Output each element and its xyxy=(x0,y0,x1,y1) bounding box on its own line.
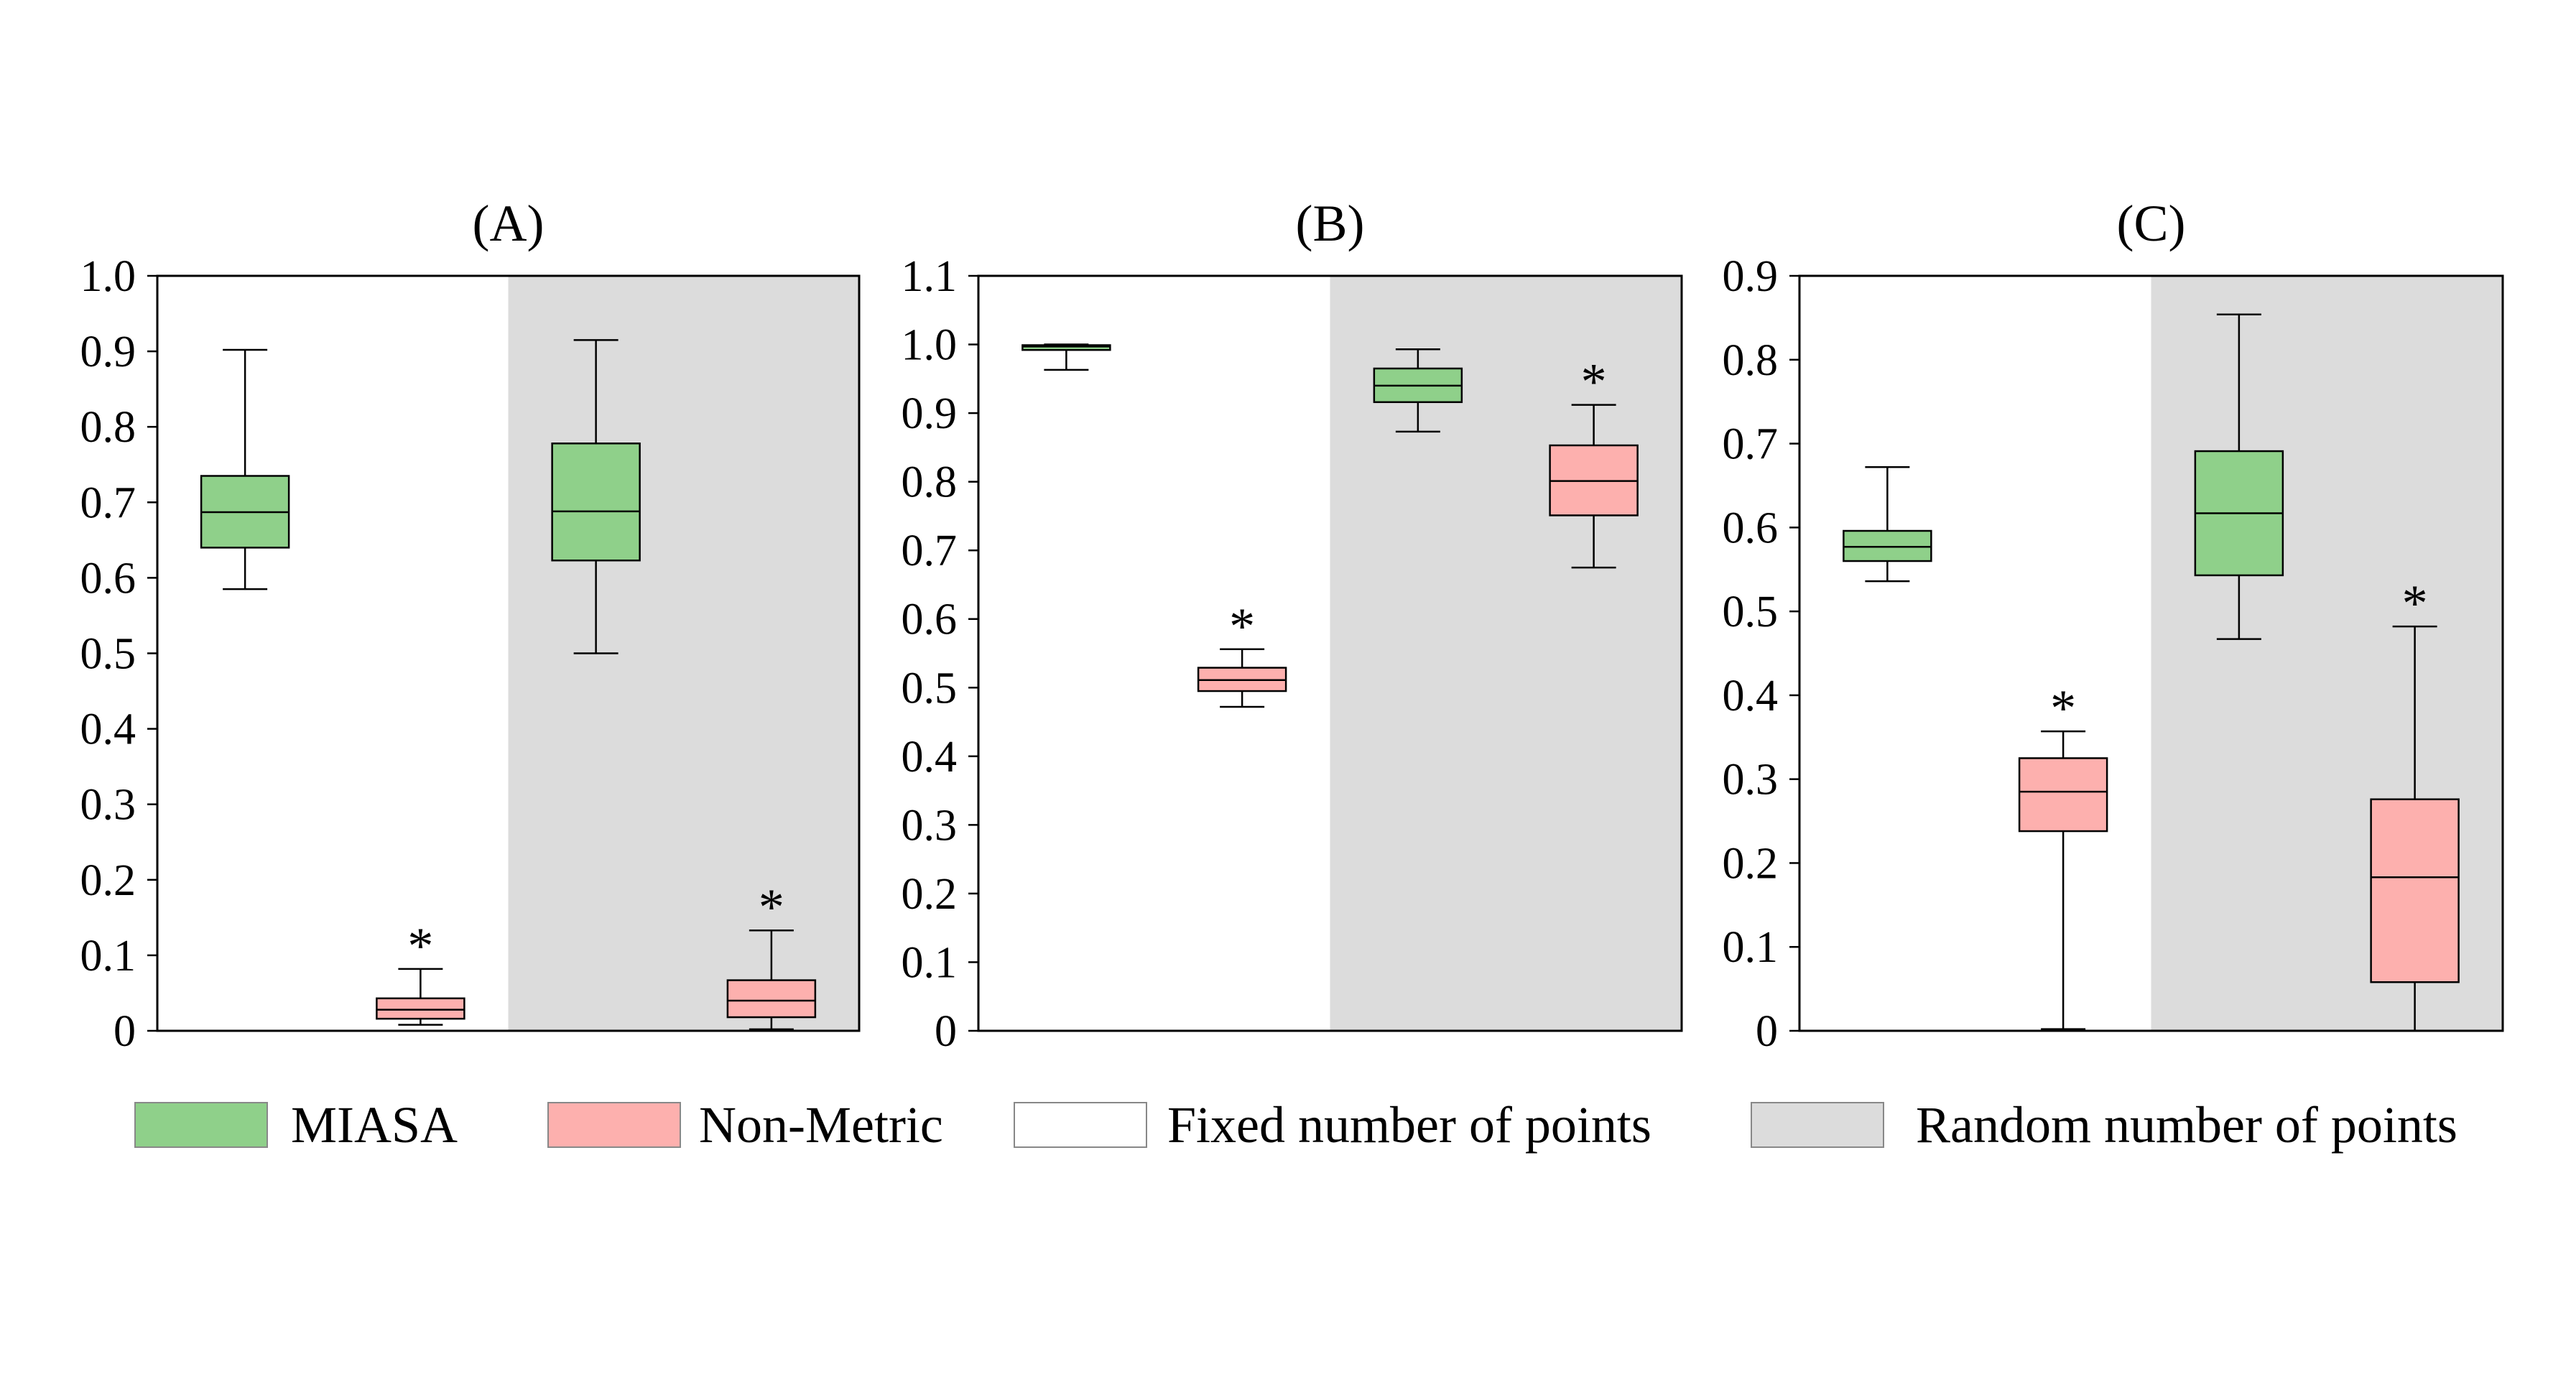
y-tick-label: 0.7 xyxy=(80,478,136,527)
legend-swatch xyxy=(134,1102,268,1148)
iqr-box xyxy=(1021,344,1111,351)
significance-star: * xyxy=(1581,353,1607,411)
legend-label: Random number of points xyxy=(1916,1096,2457,1154)
y-tick-label: 0.2 xyxy=(902,870,958,919)
y-tick-label: 0.4 xyxy=(1723,672,1779,720)
y-tick-label: 0.8 xyxy=(902,458,958,507)
legend-item: Non-Metric xyxy=(547,1096,943,1154)
y-tick-label: 0.3 xyxy=(902,801,958,850)
y-tick-label: 0.6 xyxy=(80,554,136,603)
legend: MIASA Non-Metric Fixed number of points Ran… xyxy=(134,1096,2457,1154)
y-tick-label: 0.9 xyxy=(1723,252,1779,301)
box-miasa xyxy=(1373,348,1463,433)
legend-swatch xyxy=(1751,1102,1884,1148)
box-non-metric: * xyxy=(1549,353,1639,569)
significance-star: * xyxy=(1229,598,1255,655)
panel-b: (B) 0 0.1 0.2 0.3 0.4 0.5 0.6 0.7 0.8 0.9 1.0 1.1 * * xyxy=(902,195,1683,1056)
panels-group: (A) 0 0.1 0.2 0.3 0.4 0.5 0.6 0.7 0.8 0.9 1.0 * * (B) 0… xyxy=(80,195,2504,1056)
iqr-box xyxy=(2018,757,2108,833)
box-non-metric: * xyxy=(2018,680,2108,1030)
y-tick-label: 0.6 xyxy=(902,595,958,644)
y-tick-label: 0.8 xyxy=(1723,336,1779,385)
y-tick-label: 0.1 xyxy=(1723,923,1779,972)
plot-frame xyxy=(977,274,1683,1032)
box-non-metric: * xyxy=(376,917,465,1026)
y-tick-label: 0 xyxy=(1756,1007,1778,1056)
panel-title: (A) xyxy=(473,195,545,252)
box-non-metric: * xyxy=(2370,575,2460,1032)
y-tick-label: 0.7 xyxy=(1723,420,1779,469)
iqr-box xyxy=(376,997,465,1020)
fixed-region-bg xyxy=(978,276,1330,1031)
y-tick-label: 0.4 xyxy=(80,705,136,754)
y-tick-label: 0.1 xyxy=(902,938,958,987)
y-tick-label: 0.2 xyxy=(80,856,136,905)
y-tick-label: 0.9 xyxy=(902,389,958,438)
y-tick-label: 1.0 xyxy=(80,252,136,301)
legend-label: Fixed number of points xyxy=(1167,1096,1651,1154)
legend-swatch xyxy=(547,1102,681,1148)
significance-star: * xyxy=(2402,575,2428,632)
legend-swatch xyxy=(1014,1102,1147,1148)
significance-star: * xyxy=(407,917,433,975)
iqr-box xyxy=(726,979,817,1019)
box-non-metric: * xyxy=(1197,598,1287,708)
y-tick-label: 0.3 xyxy=(80,781,136,830)
y-tick-label: 0.8 xyxy=(80,403,136,452)
fixed-region-bg xyxy=(1799,276,2151,1031)
panel-title: (C) xyxy=(2117,195,2186,252)
y-tick-label: 0.6 xyxy=(1723,504,1779,552)
box-miasa xyxy=(1021,343,1111,371)
y-tick-label: 1.0 xyxy=(902,321,958,370)
y-tick-label: 0 xyxy=(935,1007,957,1056)
box-miasa xyxy=(200,348,290,590)
fixed-region-bg xyxy=(157,276,509,1031)
box-non-metric: * xyxy=(726,879,817,1031)
y-tick-label: 0.2 xyxy=(1723,839,1779,888)
legend-item: MIASA xyxy=(134,1096,458,1154)
iqr-box xyxy=(2370,798,2460,983)
box-miasa xyxy=(2194,313,2284,640)
significance-star: * xyxy=(2050,680,2076,737)
y-tick-label: 0.5 xyxy=(80,630,136,679)
y-tick-label: 0.4 xyxy=(902,733,958,782)
y-tick-label: 0.5 xyxy=(902,664,958,713)
panel-title: (B) xyxy=(1296,195,1365,252)
box-miasa xyxy=(1843,466,1932,583)
y-tick-label: 0.9 xyxy=(80,328,136,376)
legend-item: Random number of points xyxy=(1751,1096,2457,1154)
y-tick-label: 0.1 xyxy=(80,932,136,981)
random-region-bg xyxy=(508,276,859,1031)
panel-c: (C) 0 0.1 0.2 0.3 0.4 0.5 0.6 0.7 0.8 0.9 * * xyxy=(1723,195,2504,1056)
y-tick-label: 0 xyxy=(113,1007,136,1056)
y-tick-label: 0.7 xyxy=(902,527,958,575)
significance-star: * xyxy=(759,879,784,936)
plot-frame xyxy=(156,274,861,1032)
y-tick-label: 0.3 xyxy=(1723,756,1779,805)
legend-item: Fixed number of points xyxy=(1014,1096,1651,1154)
box-miasa xyxy=(551,339,641,654)
plot-frame xyxy=(1798,274,2504,1032)
iqr-box xyxy=(551,442,641,562)
y-tick-label: 1.1 xyxy=(902,252,958,301)
legend-label: Non-Metric xyxy=(699,1096,943,1154)
y-tick-label: 0.5 xyxy=(1723,588,1779,636)
panel-a: (A) 0 0.1 0.2 0.3 0.4 0.5 0.6 0.7 0.8 0.9 1.0 * * xyxy=(80,195,861,1056)
legend-label: MIASA xyxy=(291,1096,458,1154)
